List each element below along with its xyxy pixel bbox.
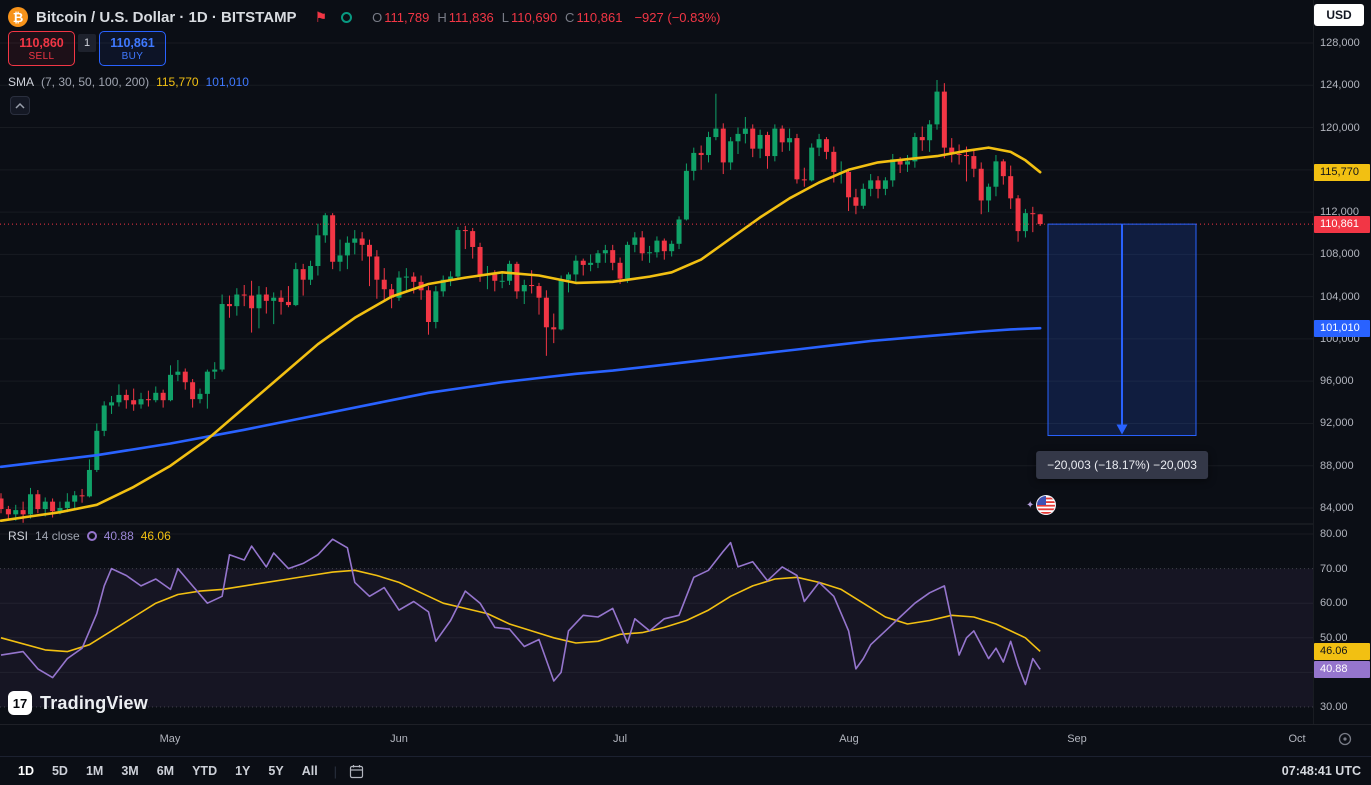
event-flag-icon[interactable]: ✦	[1026, 494, 1057, 516]
currency-button[interactable]: USD	[1314, 4, 1364, 26]
time-axis[interactable]: May Jun Jul Aug Sep Oct	[0, 724, 1371, 756]
sell-label: SELL	[28, 50, 55, 62]
rsi-tick: 80.00	[1320, 528, 1348, 540]
range-button-3m[interactable]: 3M	[113, 761, 146, 781]
range-button-ytd[interactable]: YTD	[184, 761, 225, 781]
rsi-badge-rsi_ma: 46.06	[1314, 643, 1370, 661]
price-badge-last_price: 110,861	[1314, 216, 1370, 234]
open-value: 111,789	[384, 9, 430, 25]
symbol-title[interactable]: Bitcoin / U.S. Dollar · 1D · BITSTAMP	[36, 8, 297, 26]
range-button-1y[interactable]: 1Y	[227, 761, 258, 781]
clock: 07:48:41 UTC	[1281, 764, 1361, 778]
price-rsi-chart	[0, 42, 1313, 708]
price-tick: 124,000	[1320, 79, 1360, 92]
price-tick: 84,000	[1320, 501, 1354, 514]
rsi-ma-value: 46.06	[140, 529, 171, 543]
rsi-legend[interactable]: RSI 14 close 40.88 46.06	[8, 529, 171, 543]
range-selector: 1D 5D 1M 3M 6M YTD 1Y 5Y All	[10, 761, 326, 781]
rsi-params: 14 close	[35, 529, 80, 543]
sell-price: 110,860	[19, 35, 64, 50]
price-tick: 104,000	[1320, 290, 1360, 303]
tradingview-watermark[interactable]: 17 TradingView	[8, 691, 148, 715]
go-to-date-button[interactable]	[345, 762, 368, 781]
range-button-5y[interactable]: 5Y	[260, 761, 291, 781]
measure-tooltip: −20,003 (−18.17%) −20,003	[1036, 451, 1208, 479]
change-value: −927 (−0.83%)	[634, 9, 721, 25]
us-flag-icon	[1036, 495, 1057, 515]
price-tick: 120,000	[1320, 121, 1360, 134]
market-status-icon[interactable]	[341, 11, 353, 23]
price-tick: 96,000	[1320, 375, 1354, 388]
high-value: 111,836	[448, 9, 494, 25]
sma-params: (7, 30, 50, 100, 200)	[41, 75, 150, 89]
time-axis-month-may: May	[159, 733, 181, 745]
calendar-icon	[349, 764, 364, 778]
rsi-value: 40.88	[103, 529, 134, 543]
time-axis-month-aug: Aug	[839, 733, 859, 745]
sma-value-blue: 101,010	[205, 75, 249, 89]
price-tick: 108,000	[1320, 248, 1360, 261]
sma-value-yellow: 115,770	[156, 75, 199, 89]
price-axis[interactable]: 128,000 124,000 120,000 112,000 108,000 104,0…	[1313, 0, 1371, 724]
chevron-up-icon	[15, 102, 25, 109]
price-badge-sma_blue: 101,010	[1314, 320, 1370, 338]
price-badge-sma_yellow: 115,770	[1314, 164, 1370, 182]
bottom-toolbar: 1D 5D 1M 3M 6M YTD 1Y 5Y All | 07:48:41 UTC	[0, 756, 1371, 785]
range-button-6m[interactable]: 6M	[149, 761, 182, 781]
rsi-tick: 50.00	[1320, 631, 1348, 644]
high-label: H	[437, 9, 447, 25]
rsi-indicator-icon	[86, 531, 97, 541]
time-axis-month-sep: Sep	[1067, 733, 1087, 745]
sell-button[interactable]: 110,860 SELL	[8, 31, 75, 66]
time-axis-month-oct: Oct	[1288, 733, 1306, 745]
measure-label: −20,003 (−18.17%) −20,003	[1047, 458, 1197, 472]
close-label: C	[565, 9, 575, 25]
bitcoin-logo-icon: ₿	[8, 7, 28, 27]
rsi-badge-rsi: 40.88	[1314, 661, 1370, 679]
tradingview-logo-icon: 17	[8, 691, 32, 715]
spread-value: 1	[78, 34, 96, 52]
axis-settings-icon[interactable]	[1337, 731, 1353, 752]
range-button-all[interactable]: All	[294, 761, 326, 781]
price-tick: 92,000	[1320, 417, 1354, 430]
chart-canvas[interactable]: ₿ Bitcoin / U.S. Dollar · 1D · BITSTAMP …	[0, 0, 1313, 724]
rsi-tick: 70.00	[1320, 562, 1348, 575]
low-value: 110,690	[511, 9, 558, 25]
tradingview-wordmark: TradingView	[40, 692, 148, 713]
open-label: O	[372, 9, 383, 25]
sparkle-icon: ✦	[1026, 499, 1035, 511]
flag-icon[interactable]: ⚑	[314, 8, 328, 25]
ohlc-values: O 111,789 H 111,836 L 110,690 C 110,861	[366, 10, 622, 25]
rsi-tick: 60.00	[1320, 597, 1348, 610]
time-axis-month-jul: Jul	[612, 733, 628, 745]
buy-label: BUY	[121, 50, 144, 62]
sma-name: SMA	[8, 75, 35, 89]
time-axis-month-jun: Jun	[390, 733, 408, 745]
symbol-header: ₿ Bitcoin / U.S. Dollar · 1D · BITSTAMP …	[8, 7, 720, 27]
buy-button[interactable]: 110,861 BUY	[99, 31, 166, 66]
price-tick: 88,000	[1320, 459, 1354, 472]
buy-price: 110,861	[110, 35, 155, 50]
range-button-1d[interactable]: 1D	[10, 761, 42, 781]
low-label: L	[501, 9, 510, 25]
range-button-1m[interactable]: 1M	[78, 761, 111, 781]
collapse-legend-button[interactable]	[10, 96, 30, 115]
price-tick: 128,000	[1320, 37, 1360, 49]
toolbar-divider: |	[333, 763, 338, 779]
rsi-name: RSI	[8, 529, 29, 543]
range-button-5d[interactable]: 5D	[44, 761, 76, 781]
price-tick: 112,000	[1320, 206, 1359, 219]
close-value: 110,861	[576, 9, 623, 25]
rsi-tick: 30.00	[1320, 701, 1348, 713]
order-widget: 110,860 SELL 1 110,861 BUY	[8, 31, 166, 66]
sma-legend[interactable]: SMA (7, 30, 50, 100, 200) 115,770 101,01…	[8, 75, 249, 89]
